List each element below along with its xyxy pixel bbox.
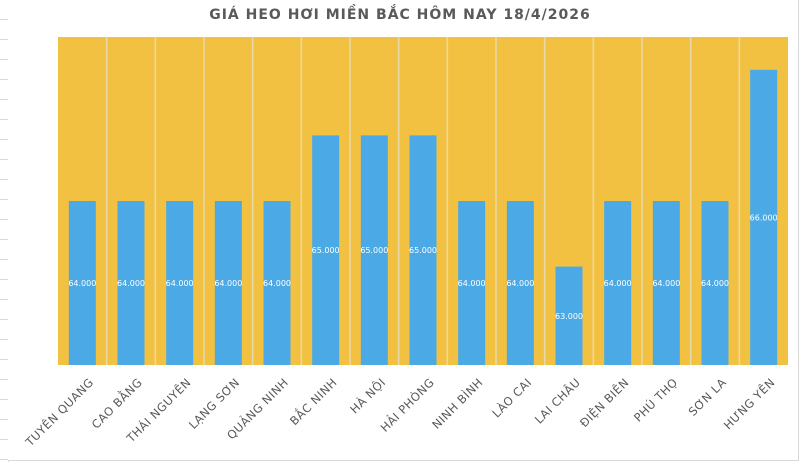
bar <box>506 201 534 365</box>
x-tick-label: PHÚ THỌ <box>630 375 680 425</box>
bar <box>555 266 583 365</box>
data-label: 64.000 <box>604 279 632 288</box>
x-tick-label: NINH BÌNH <box>429 375 486 432</box>
bar <box>214 201 242 365</box>
data-label: 64.000 <box>117 279 145 288</box>
bar <box>68 201 96 365</box>
chart-title: GIÁ HEO HƠI MIỀN BẮC HÔM NAY 18/4/2026 <box>209 7 591 23</box>
data-label: 64.000 <box>506 279 534 288</box>
bar <box>263 201 291 365</box>
bar <box>312 135 340 365</box>
x-tick-label: HÀ NỘI <box>347 375 389 417</box>
bar <box>701 201 729 365</box>
data-label: 64.000 <box>166 279 194 288</box>
data-label: 64.000 <box>458 279 486 288</box>
x-tick-label: LÀO CAI <box>489 375 535 421</box>
bar <box>604 201 632 365</box>
bar <box>458 201 486 365</box>
data-label: 66.000 <box>750 213 778 222</box>
data-label: 64.000 <box>652 279 680 288</box>
x-tick-label: LAI CHÂU <box>531 375 583 427</box>
data-label: 64.000 <box>68 279 96 288</box>
x-tick-label: BẮC NINH <box>286 374 340 428</box>
bar <box>166 201 194 365</box>
bar <box>652 201 680 365</box>
bar <box>750 69 778 366</box>
x-tick-label: TUYÊN QUANG <box>21 375 96 450</box>
bar <box>117 201 145 365</box>
data-label: 65.000 <box>312 246 340 255</box>
data-label: 64.000 <box>263 279 291 288</box>
data-label: 65.000 <box>409 246 437 255</box>
data-label: 65.000 <box>360 246 388 255</box>
x-tick-label: ĐIỆN BIÊN <box>576 375 631 430</box>
data-label: 64.000 <box>214 279 242 288</box>
bar <box>360 135 388 365</box>
x-tick-label: HƯNG YÊN <box>720 375 778 433</box>
bar <box>409 135 437 365</box>
data-label: 64.000 <box>701 279 729 288</box>
x-tick-label: SƠN LA <box>686 375 730 419</box>
data-label: 63.000 <box>555 312 583 321</box>
